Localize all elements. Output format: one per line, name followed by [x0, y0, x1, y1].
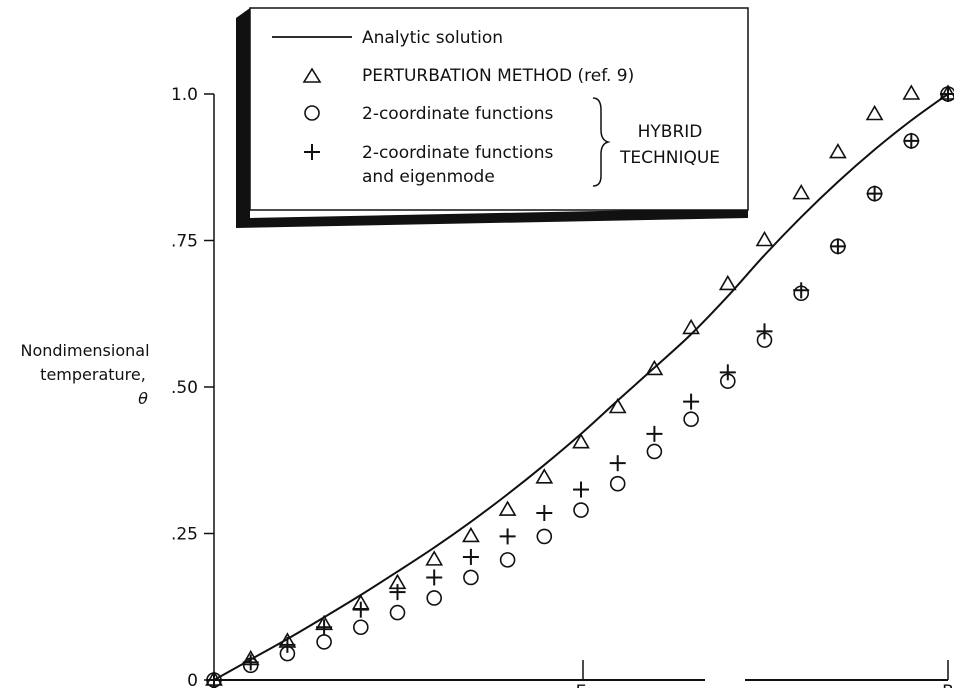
- x-tick-label-1: E: [576, 682, 587, 688]
- y-axis-label-line-2: temperature,: [40, 365, 146, 384]
- two-coord-eigen-point-6: [426, 569, 443, 586]
- perturbation-point-15: [755, 230, 774, 247]
- two-coord-eigen-point-10: [573, 481, 589, 498]
- two-coord-eigen-point-3: [316, 619, 333, 636]
- two-coord-eigen-point-13: [683, 393, 700, 410]
- two-coord-eigen-point-19: [903, 132, 920, 149]
- legend: Analytic solution PERTURBATION METHOD (r…: [236, 7, 749, 228]
- two-coord-eigen-point-9: [536, 504, 553, 521]
- two-coord-eigen-point-18: [866, 185, 883, 202]
- two-coord-point-9: [536, 528, 553, 545]
- y-axis-label-line-1: Nondimensional: [20, 341, 149, 360]
- legend-bracket-label-2: TECHNIQUE: [619, 148, 720, 168]
- y-tick-label-0: 0: [187, 671, 198, 688]
- two-coord-point-5: [389, 604, 406, 621]
- two-coord-eigen-point-14: [719, 364, 736, 381]
- two-coord-point-4: [352, 619, 369, 636]
- perturbation-point-19: [902, 84, 921, 100]
- legend-triangle-icon: [302, 67, 322, 83]
- legend-label-2coord: 2-coordinate functions: [362, 104, 553, 124]
- two-coord-point-6: [426, 590, 443, 606]
- two-coord-eigen-point-17: [829, 238, 846, 255]
- perturbation-point-7: [462, 526, 480, 543]
- perturbation-point-17: [829, 142, 847, 159]
- two-coord-point-8: [499, 552, 516, 568]
- perturbation-point-12: [645, 359, 664, 376]
- two-coord-eigen-point-11: [609, 455, 626, 472]
- two-coord-eigen-point-1: [242, 654, 259, 671]
- perturbation-point-9: [535, 468, 554, 484]
- legend-label-analytic: Analytic solution: [362, 28, 503, 48]
- perturbation-point-13: [682, 318, 700, 335]
- two-coord-point-12: [646, 443, 663, 460]
- y-axis-label-line-3: θ: [138, 389, 148, 408]
- perturbation-point-6: [425, 550, 444, 566]
- legend-label-2coord-eigen-2: and eigenmode: [362, 167, 495, 187]
- two-coord-eigen-point-4: [352, 601, 369, 618]
- legend-label-2coord-eigen-1: 2-coordinate functions: [362, 143, 553, 163]
- two-coord-point-7: [463, 569, 479, 586]
- y-tick-label-2: .50: [171, 378, 198, 398]
- perturbation-point-11: [608, 397, 627, 414]
- y-tick-label-3: .75: [171, 232, 198, 252]
- y-tick-label-1: .25: [171, 525, 198, 545]
- two-coord-point-3: [316, 634, 332, 650]
- legend-bracket: [592, 97, 611, 187]
- two-coord-eigen-point-7: [462, 548, 479, 565]
- two-coord-eigen-point-2: [279, 636, 296, 653]
- perturbation-point-8: [498, 500, 517, 516]
- markers-layer: [205, 84, 954, 688]
- legend-label-perturbation: PERTURBATION METHOD (ref. 9): [362, 66, 634, 86]
- legend-bracket-label-1: HYBRID: [638, 122, 703, 142]
- two-coord-eigen-point-20: [940, 86, 954, 102]
- legend-frame: [249, 7, 749, 211]
- legend-plus-icon: [304, 144, 320, 160]
- perturbation-point-18: [865, 104, 884, 121]
- two-coord-eigen-point-0: [206, 672, 222, 688]
- perturbation-point-10: [572, 433, 590, 449]
- two-coord-point-10: [573, 502, 589, 518]
- y-axis-label: Nondimensional temperature, θ: [20, 341, 149, 408]
- two-coord-eigen-point-12: [646, 425, 663, 442]
- two-coord-eigen-point-8: [499, 528, 516, 545]
- two-coord-point-11: [609, 475, 626, 492]
- two-coord-point-13: [683, 411, 699, 428]
- y-ticks: 0 .25 .50 .75 1.0: [171, 85, 214, 688]
- y-tick-label-4: 1.0: [171, 85, 198, 105]
- two-coord-eigen-point-5: [389, 584, 406, 601]
- perturbation-point-16: [792, 184, 811, 200]
- legend-circle-icon: [304, 105, 320, 121]
- perturbation-point-14: [718, 274, 737, 291]
- x-ticks: AEB: [208, 682, 954, 688]
- two-coord-eigen-point-16: [793, 282, 810, 299]
- two-coord-eigen-point-15: [756, 323, 773, 340]
- x-tick-label-2: B: [942, 682, 954, 688]
